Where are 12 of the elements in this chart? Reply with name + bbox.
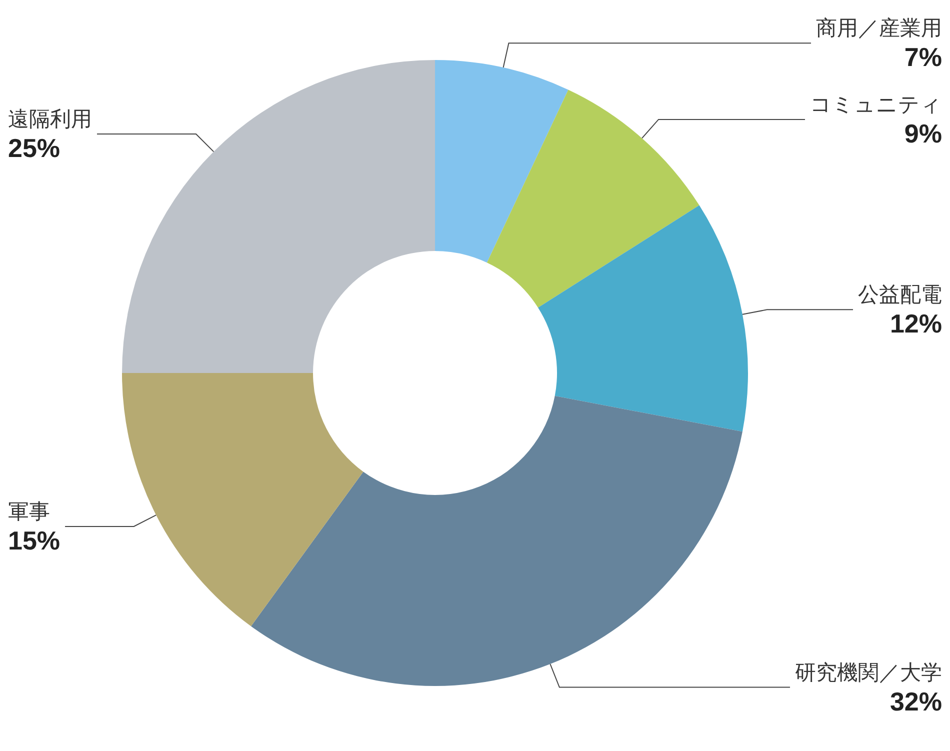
slice-label: 公益配電 xyxy=(858,282,942,307)
data-label: 15% xyxy=(8,525,60,556)
slice-label: 遠隔利用 xyxy=(8,107,92,131)
data-label: 9% xyxy=(904,118,942,148)
data-label: 7% xyxy=(904,42,942,72)
slice-label: 研究機関／大学 xyxy=(795,660,942,684)
slice-label: 軍事 xyxy=(8,499,50,524)
slice-label: コミュニティ xyxy=(810,92,942,116)
data-label: 32% xyxy=(890,686,942,716)
data-label: 25% xyxy=(8,133,60,163)
data-label: 12% xyxy=(890,308,942,339)
slice-label: 商用／産業用 xyxy=(816,16,942,40)
